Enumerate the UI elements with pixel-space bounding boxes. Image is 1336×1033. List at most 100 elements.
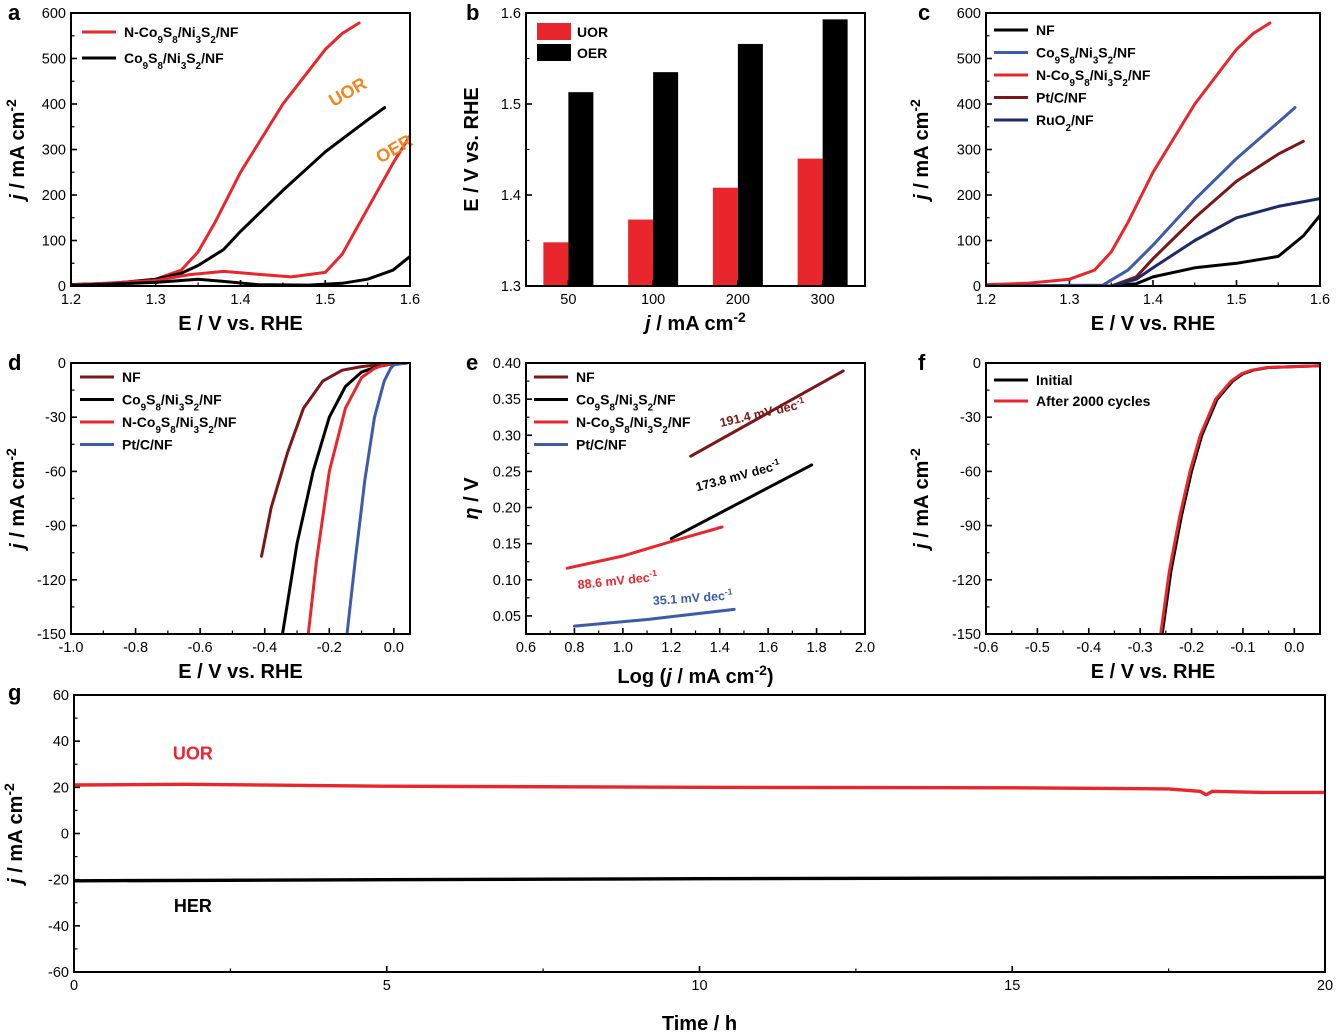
x-tick-label: 1.5 (1226, 292, 1246, 308)
annotation-label: UOR (173, 744, 213, 764)
legend-label-uor: UOR (577, 24, 608, 40)
y-tick-label: 0 (58, 356, 66, 372)
x-tick-label: 50 (560, 292, 576, 308)
series-group (260, 363, 409, 634)
y-tick-label: -40 (48, 919, 69, 935)
series-line-her (74, 875, 1325, 883)
series-line-n-co9s8-ni3s2-nf (986, 21, 1272, 286)
x-tick-label: 1.3 (1059, 292, 1079, 308)
x-tick-label: 0.0 (1284, 640, 1304, 656)
x-axis-label: E / V vs. RHE (178, 661, 303, 683)
x-tick-label: 1.2 (661, 640, 681, 656)
legend-label: Initial (1036, 372, 1073, 388)
x-tick-label: 1.6 (758, 640, 778, 656)
x-tick-label: 0 (70, 978, 78, 994)
series-line-co9s8-ni3s2-nf (281, 363, 409, 634)
plot-frame-c (985, 12, 1321, 287)
x-axis-label: j / mA cm-2 (642, 309, 746, 335)
series-line-n-co9s8-ni3s2-nf-oer- (71, 134, 410, 286)
y-tick-label: 400 (957, 97, 981, 113)
x-axis-label: Time / h (662, 1013, 737, 1033)
x-tick-label: 15 (1004, 978, 1020, 994)
x-tick-label: -1.0 (59, 640, 84, 656)
y-axis-label: j / mA cm-2 (3, 99, 29, 203)
annotation-label: 191.4 mV dec-1 (718, 395, 807, 430)
y-tick-label: 100 (42, 234, 66, 250)
legend-label: N-Co9S8/Ni3S2/NF (122, 414, 237, 436)
x-tick-label: 1.4 (230, 292, 250, 308)
legend-label: Pt/C/NF (1036, 90, 1087, 106)
y-tick-label: -150 (952, 627, 981, 643)
series-line-co9s8-ni3s2-nf (669, 463, 814, 541)
y-tick-label: 100 (957, 234, 981, 250)
y-tick-label: -60 (45, 464, 66, 480)
y-tick-label: 600 (42, 6, 66, 22)
legend-label: N-Co9S8/Ni3S2/NF (1036, 67, 1151, 89)
annotation-label: UOR (325, 73, 370, 110)
legend-label: N-Co9S8/Ni3S2/NF (576, 414, 691, 436)
bar-uor-300 (797, 158, 823, 286)
series-line-nf (689, 369, 845, 458)
x-tick-label: -0.4 (1076, 640, 1101, 656)
x-tick-label: 0.0 (384, 640, 404, 656)
panel-d: d 0 -30 -60 -90 -120 -150-1.0 -0.8 -0.6 -0.4 -0.2 0… (3, 350, 409, 683)
x-tick-label: 1.4 (1143, 292, 1163, 308)
y-axis-label: j / mA cm-2 (3, 448, 29, 552)
x-tick-label: 100 (641, 292, 665, 308)
series-line-nf (986, 214, 1320, 286)
x-tick-label: 20 (1317, 978, 1333, 994)
y-tick-label: 60 (53, 688, 69, 704)
panel-letter-a: a (8, 0, 21, 25)
y-tick-label: 1.3 (501, 279, 521, 295)
series-line-ruo2-nf (986, 197, 1320, 286)
x-axis-label: E / V vs. RHE (1091, 313, 1216, 335)
legend-label: NF (1036, 22, 1055, 38)
y-tick-label: 0 (973, 356, 981, 372)
series-line-uor (74, 782, 1325, 797)
x-tick-label: 1.6 (400, 292, 420, 308)
y-tick-label: 0.20 (493, 501, 521, 517)
x-axis-label: E / V vs. RHE (1091, 661, 1216, 683)
series-group (74, 782, 1325, 883)
y-tick-label: -150 (37, 627, 66, 643)
x-tick-label: 10 (691, 978, 707, 994)
y-axis-label: j / mA cm-2 (907, 99, 933, 203)
series-line-n-co9s8-ni3s2-nf (565, 525, 724, 570)
series-line-pt-c-nf (572, 607, 736, 628)
annotation-label: 35.1 mV dec-1 (652, 586, 733, 608)
y-tick-label: 0 (973, 279, 981, 295)
x-tick-label: 1.3 (146, 292, 166, 308)
x-tick-label: 2.0 (855, 640, 875, 656)
x-tick-label: -0.4 (252, 640, 277, 656)
y-tick-label: 300 (42, 143, 66, 159)
y-tick-label: 500 (42, 52, 66, 68)
legend-swatch-uor (537, 23, 571, 40)
legend-label: Co9S8/Ni3S2/NF (576, 392, 676, 414)
bar-oer-100 (653, 72, 679, 287)
y-tick-label: -60 (48, 965, 69, 981)
legend-label: NF (576, 369, 595, 385)
y-tick-label: -30 (960, 410, 981, 426)
panel-b: b 1.3 1.4 1.5 1.6 j / mA cm-2 E / V vs. RHE 50 1… (461, 0, 848, 335)
legend-label: After 2000 cycles (1036, 393, 1151, 409)
x-tick-label: 1.0 (613, 640, 633, 656)
legend-label: Co9S8/Ni3S2/NF (124, 50, 224, 72)
y-tick-label: 200 (957, 188, 981, 204)
series-line-co9s8-ni3s2-nf (986, 106, 1297, 286)
y-axis-label: j / mA cm-2 (1, 783, 27, 887)
panel-c: c 0 100 200 300 400 500 600 1.2 1.3 1.4 1.5 1.6 E / V… (907, 0, 1330, 335)
x-tick-label: -0.2 (1179, 640, 1204, 656)
x-tick-label: -0.5 (1025, 640, 1050, 656)
x-tick-label: 1.6 (1310, 292, 1330, 308)
x-tick-label: 0.6 (516, 640, 536, 656)
y-tick-label: -120 (952, 573, 981, 589)
x-tick-label: -0.1 (1230, 640, 1255, 656)
y-tick-label: 500 (957, 52, 981, 68)
series-line-after-2000-cycles (1159, 364, 1320, 634)
legend-label: Pt/C/NF (576, 437, 627, 453)
series-group (71, 21, 410, 286)
panel-letter-d: d (8, 350, 21, 375)
y-tick-label: 0 (58, 279, 66, 295)
series-line-nf (260, 363, 409, 558)
